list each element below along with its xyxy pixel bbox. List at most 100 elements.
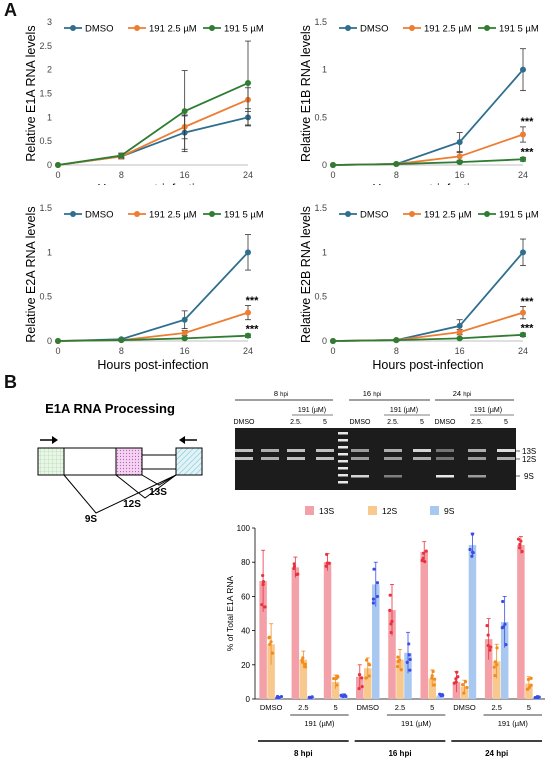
significance-annotation: ***	[246, 295, 260, 307]
ladder-band	[338, 432, 348, 435]
replicate-dot	[493, 660, 498, 664]
splice-label-13s: 13S	[149, 487, 167, 498]
y-tick-label: 60	[241, 592, 250, 601]
significance-annotation: ***	[521, 323, 535, 335]
replicate-dot	[388, 593, 392, 597]
replicate-dot	[365, 658, 369, 662]
group-label: DMSO	[357, 703, 380, 712]
legend-swatch	[368, 506, 377, 515]
replicate-dot	[501, 599, 505, 604]
band-12s	[497, 457, 515, 460]
legend-marker	[484, 211, 490, 217]
exon-1	[37, 447, 65, 476]
replicate-dot	[375, 581, 380, 585]
legend-label: 9S	[444, 506, 455, 516]
y-tick-label: 40	[241, 627, 250, 636]
replicate-dot	[535, 694, 540, 699]
replicate-dot	[310, 695, 314, 699]
y-tick-label: 0	[47, 160, 52, 170]
legend-marker	[345, 25, 351, 31]
gel-hours-24: 24 hpi	[453, 389, 471, 398]
replicate-dot	[461, 683, 465, 687]
replicate-dot	[397, 658, 402, 662]
band-13s	[287, 449, 305, 452]
y-axis-label: Relative E1B RNA levels	[299, 25, 313, 162]
replicate-dot	[430, 674, 434, 678]
replicate-dot	[268, 642, 272, 646]
replicate-dot	[529, 676, 533, 680]
y-tick-label: 0	[47, 336, 52, 346]
ladder-band	[338, 467, 348, 470]
gel-lane-5-8: 5	[323, 419, 327, 426]
replicate-dot	[407, 642, 411, 646]
data-point	[55, 338, 61, 344]
replicate-dot	[260, 603, 264, 607]
replicate-dot	[267, 635, 272, 639]
x-tick-label: 0	[330, 346, 335, 356]
significance-annotation: ***	[521, 147, 535, 159]
replicate-dot	[360, 676, 364, 680]
y-tick-label: 0.5	[39, 292, 52, 302]
bar	[267, 644, 275, 699]
gel-lane-dmso-16: DMSO	[350, 419, 372, 426]
bar	[428, 678, 436, 699]
band-13s	[497, 449, 515, 452]
replicate-dot	[486, 643, 490, 648]
x-axis-label: Hours post-infection	[372, 182, 483, 185]
legend-marker	[484, 25, 490, 31]
band-13s	[468, 449, 486, 452]
legend-label: DMSO	[85, 210, 114, 221]
legend-label: DMSO	[360, 210, 389, 221]
legend-marker	[70, 25, 76, 31]
ladder-band	[338, 481, 348, 484]
replicate-dot	[367, 674, 371, 678]
gel-drug-label-24: 191 (µM)	[474, 407, 502, 414]
replicate-dot	[388, 608, 392, 612]
data-point	[118, 152, 125, 159]
data-point	[520, 131, 526, 138]
y-tick-label: 0	[246, 695, 251, 704]
replicate-dot	[454, 677, 458, 681]
x-tick-label: 8	[394, 170, 399, 180]
legend-swatch	[305, 506, 314, 515]
data-point	[520, 156, 526, 163]
replicate-dot	[492, 665, 496, 669]
gel-lane-25-24: 2.5.	[471, 419, 483, 426]
forward-primer-arrow-icon	[40, 436, 58, 444]
replicate-dot	[440, 693, 444, 697]
y-tick-label: 80	[241, 558, 250, 567]
series-line	[332, 333, 524, 342]
data-point	[55, 162, 61, 168]
bar	[291, 567, 300, 699]
data-point	[456, 139, 463, 146]
replicate-dot	[529, 683, 533, 687]
legend-label: 191 5 µM	[499, 210, 539, 221]
data-point	[456, 153, 463, 160]
replicate-dot	[270, 651, 275, 655]
replicate-dot	[389, 630, 393, 635]
gel-band-12s: 12S	[522, 455, 536, 464]
band-13s	[316, 449, 334, 452]
y-tick-label: 1	[47, 112, 52, 122]
x-axis-label: Hours post-infection	[97, 358, 208, 372]
legend-label: 191 5 µM	[499, 24, 539, 35]
data-point	[330, 338, 336, 344]
replicate-dot	[364, 676, 368, 680]
x-tick-label: 8	[394, 346, 399, 356]
bar	[436, 695, 444, 699]
replicate-dot	[489, 645, 493, 649]
data-point	[456, 159, 463, 166]
x-tick-label: 24	[518, 346, 528, 356]
replicate-dot	[503, 622, 507, 626]
x-tick-label: 0	[55, 346, 60, 356]
bar	[259, 581, 267, 699]
y-axis-label: Relative E2B RNA levels	[299, 206, 313, 343]
time-label: 16 hpi	[388, 749, 411, 758]
data-point	[245, 249, 251, 256]
replicate-dot	[432, 683, 436, 687]
legend-marker	[70, 211, 76, 217]
replicate-dot	[495, 663, 499, 667]
replicate-dot	[500, 626, 504, 630]
significance-annotation: ***	[246, 324, 260, 336]
e1a-processing-diagram: E1A RNA Processing 13S 12S 9S	[37, 401, 203, 525]
